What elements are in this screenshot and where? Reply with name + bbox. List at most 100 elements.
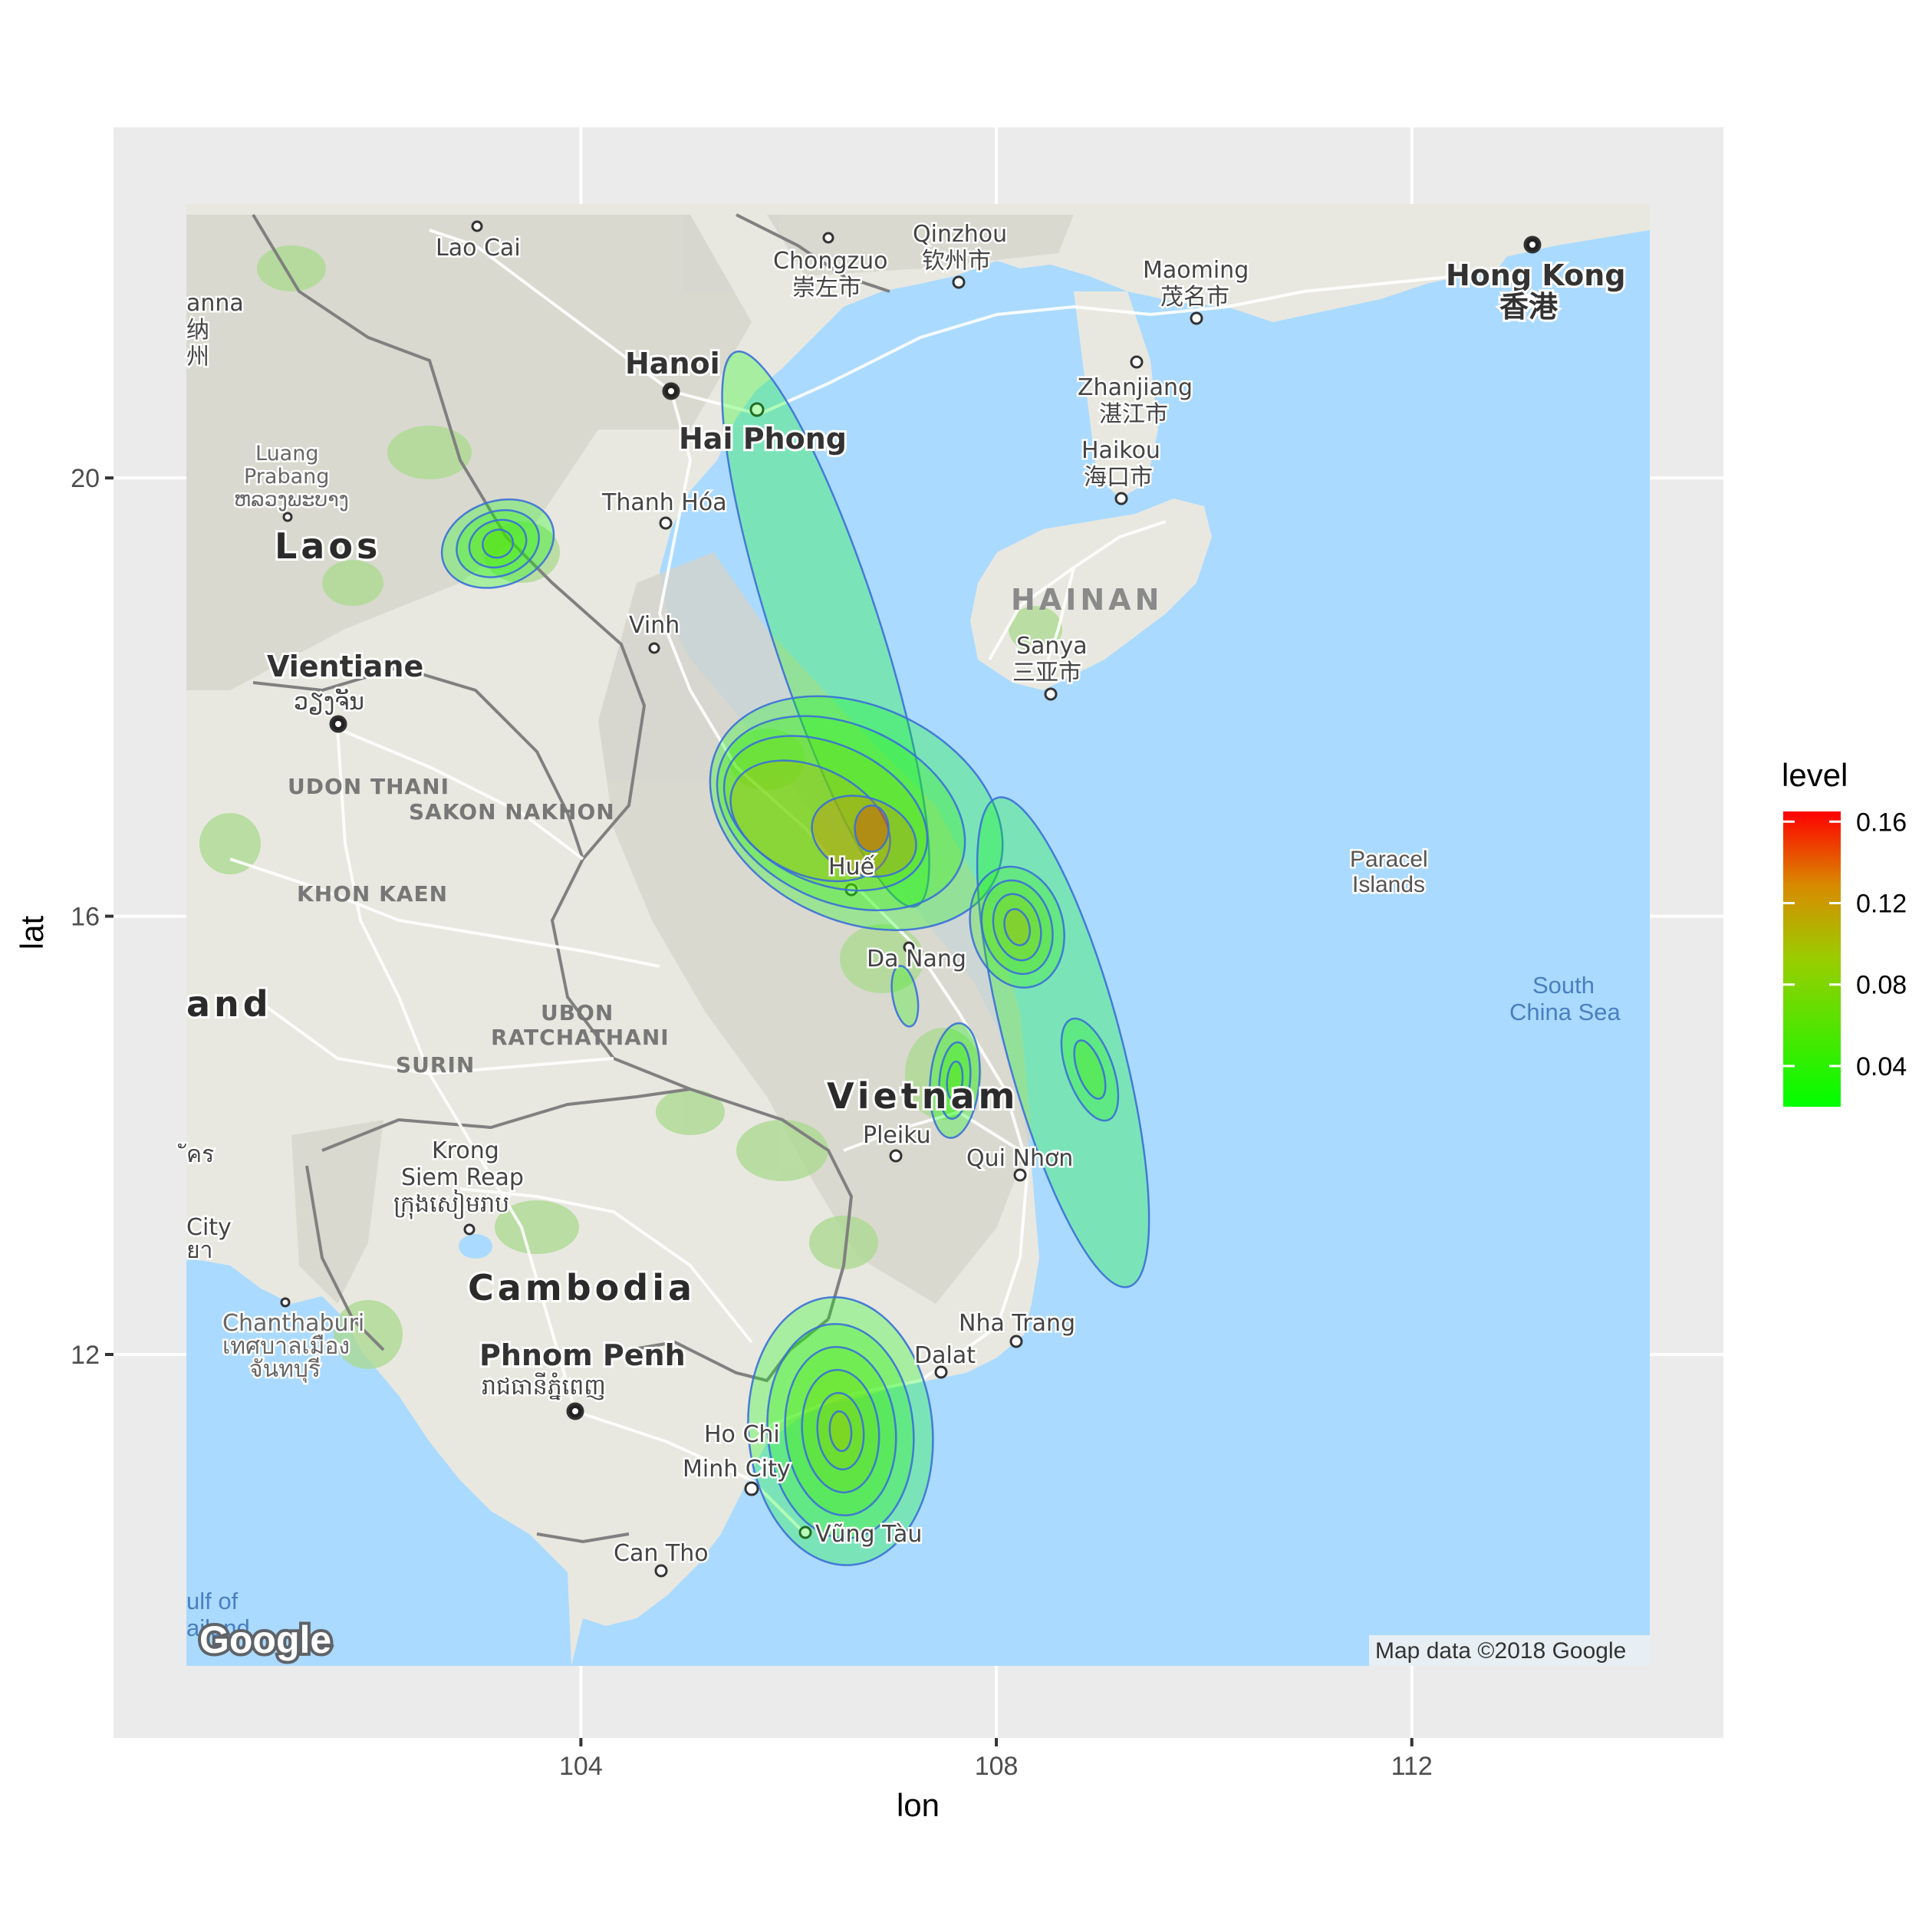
lao-cai-marker — [471, 220, 483, 232]
label-laos: Laos — [275, 525, 381, 567]
legend-tick-label: 0.04 — [1856, 1052, 1907, 1081]
nha-trang-marker — [1009, 1335, 1023, 1348]
label-ho-chi: Ho Chi — [704, 1421, 780, 1448]
label-vientiane-lo: ວຽງຈັນ — [294, 688, 364, 716]
haikou-marker — [1114, 492, 1128, 505]
label-south: South — [1532, 972, 1595, 999]
contour-laos — [440, 498, 555, 589]
siem-reap-marker — [463, 1223, 476, 1236]
label-phnom-penh-km: រាជធានីភ្នំពេញ — [482, 1372, 606, 1400]
label-nha-trang: Nha Trang — [959, 1310, 1075, 1337]
label-vientiane: Vientiane — [267, 650, 423, 683]
contour-laos — [468, 518, 528, 569]
label-ubon: UBON — [541, 1000, 614, 1025]
contour-central — [716, 715, 966, 912]
contour-hcmc — [747, 1296, 934, 1566]
pleiku-marker — [889, 1149, 903, 1163]
label-lao-cai: Lao Cai — [436, 235, 521, 262]
label-da-nang: Da Nang — [867, 946, 966, 973]
contour-central-peak — [854, 805, 890, 853]
label-udon-thani: UDON THANI — [288, 774, 449, 799]
contour-hcmc — [816, 1391, 865, 1471]
label-chanthaburi-th2: จันทบุรี — [249, 1356, 321, 1384]
label-city-partial: City — [186, 1214, 232, 1241]
legend-tick-label: 0.16 — [1856, 808, 1907, 837]
label-luang-prabang-lo: ຫລວງພະບາງ — [234, 488, 349, 512]
da-nang-marker — [903, 941, 915, 953]
label-zhanjiang-cn: 湛江市 — [1099, 401, 1168, 428]
label-qui-nhon: Qui Nhơn — [966, 1145, 1073, 1172]
label-hanoi: Hanoi — [625, 347, 720, 380]
axes: 104 108 112 12 16 20 — [71, 464, 1433, 1781]
label-maoming: Maoming — [1143, 257, 1249, 284]
label-ratchathani: RATCHATHANI — [491, 1025, 670, 1050]
contour-central — [729, 759, 891, 883]
vung-tau-marker — [798, 1526, 812, 1539]
legend-tick-label: 0.08 — [1856, 971, 1907, 1000]
legend-ticks: 0.04 0.08 0.12 0.16 — [1783, 808, 1907, 1081]
label-paracel: Paracel — [1350, 847, 1428, 872]
label-prabang: Prabang — [244, 465, 329, 489]
label-surin: SURIN — [396, 1052, 475, 1078]
leizhou-peninsula — [1074, 291, 1158, 499]
label-minh-city: Minh City — [683, 1456, 791, 1483]
legend-title: level — [1782, 757, 1848, 793]
map-copyright: Map data ©2018 Google — [1375, 1638, 1626, 1664]
contour-central — [709, 695, 1004, 931]
hanoi-marker-inner — [668, 388, 674, 394]
label-cambodia: Cambodia — [468, 1267, 696, 1308]
label-pleiku: Pleiku — [863, 1122, 931, 1149]
tonle-sap-lake — [459, 1234, 492, 1259]
contour-laos — [456, 509, 540, 578]
contour-danang-outer — [976, 796, 1150, 1289]
label-chanthaburi-th1: เทศบาลเมือง — [222, 1333, 350, 1360]
label-krong: Krong — [432, 1137, 499, 1164]
label-vung-tau: Vũng Tàu — [815, 1521, 922, 1548]
thanh-hoa-marker — [659, 516, 673, 530]
legend-colorbar — [1783, 811, 1841, 1107]
label-xishuangbanna-partial: anna — [186, 290, 244, 317]
can-tho-marker — [654, 1564, 668, 1578]
maoming-marker — [1190, 311, 1203, 325]
qui-nhon-marker — [1013, 1168, 1027, 1182]
qinzhou-marker — [952, 275, 966, 289]
contour-hcmc — [801, 1368, 880, 1494]
luang-prabang-marker — [282, 512, 293, 522]
label-khon-kaen: KHON KAEN — [297, 881, 448, 907]
google-logo: Google — [199, 1618, 331, 1661]
label-thailand-partial: and — [186, 983, 272, 1025]
label-hainan: HAINAN — [1011, 583, 1163, 617]
label-chongzuo: Chongzuo — [773, 248, 888, 275]
contour-hcmc — [828, 1410, 853, 1453]
legend-tick-label: 0.12 — [1856, 889, 1907, 918]
label-qinzhou: Qinzhou — [913, 221, 1007, 248]
map-labels: Laos Vietnam Cambodia and Hanoi Hai Phon… — [176, 219, 1650, 1666]
label-haikou-cn: 海口市 — [1084, 464, 1153, 491]
sanya-marker — [1044, 687, 1058, 701]
label-sanya-cn: 三亚市 — [1012, 660, 1081, 686]
chongzuo-marker — [822, 232, 834, 244]
label-xishuangbanna-cn1: 纳 — [186, 317, 209, 344]
label-chongzuo-cn: 崇左市 — [792, 275, 861, 301]
contour-kontum — [938, 1041, 972, 1120]
label-luang: Luang — [255, 442, 318, 466]
x-tick-label: 104 — [559, 1752, 603, 1781]
hai-phong-marker — [749, 402, 765, 417]
contour-hcmc — [766, 1323, 915, 1539]
city-markers — [280, 220, 1542, 1578]
label-phnom-penh: Phnom Penh — [479, 1338, 686, 1372]
dalat-marker — [934, 1365, 948, 1379]
contour-danang — [992, 893, 1042, 962]
label-vinh: Vinh — [629, 612, 680, 639]
contour-danang — [1003, 908, 1032, 946]
vientiane-marker-inner — [335, 721, 341, 727]
contour-danang — [980, 879, 1054, 976]
label-vietnam: Vietnam — [827, 1075, 1019, 1117]
label-hue: Huế — [828, 854, 875, 880]
label-dalat: Dalat — [914, 1342, 976, 1369]
y-tick-label: 12 — [71, 1341, 100, 1370]
contour-quangngai — [1073, 1039, 1107, 1100]
contour-central — [811, 795, 917, 878]
label-sakon-nakhon: SAKON NAKHON — [409, 799, 615, 824]
